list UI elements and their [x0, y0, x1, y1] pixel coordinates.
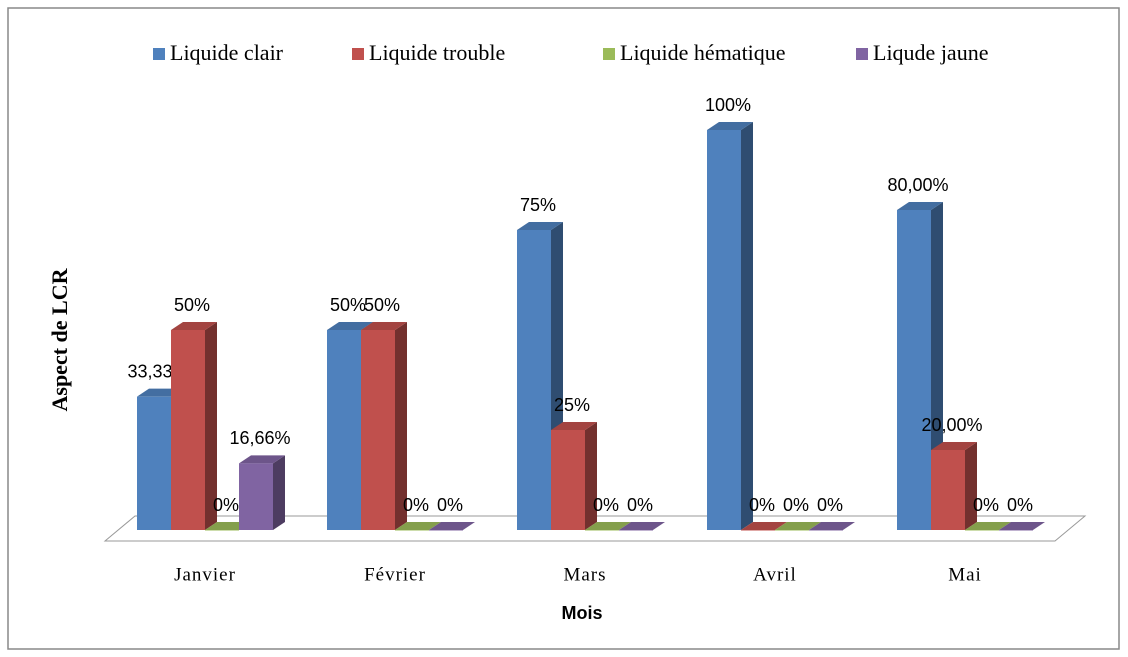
bar-front — [327, 330, 361, 530]
bar — [741, 522, 787, 531]
bar-side — [395, 322, 407, 530]
data-label: 0% — [437, 495, 463, 515]
bar-side — [205, 322, 217, 530]
legend-label: Liquide hématique — [620, 40, 786, 65]
bar — [395, 522, 441, 531]
bar-front — [897, 210, 931, 530]
bar-top — [429, 522, 475, 530]
bar — [171, 322, 217, 530]
legend-label: Liquide clair — [170, 40, 284, 65]
bar-front — [741, 530, 775, 531]
data-label: 20,00% — [921, 415, 982, 435]
bar-top — [361, 322, 407, 330]
bar-top — [551, 422, 597, 430]
data-label: 0% — [627, 495, 653, 515]
x-tick-label: Janvier — [174, 564, 236, 585]
bar-side — [585, 422, 597, 530]
legend-swatch — [153, 48, 165, 60]
bar-front — [429, 530, 463, 531]
bar — [619, 522, 665, 531]
data-label: 16,66% — [229, 428, 290, 448]
bar — [585, 522, 631, 531]
legend-swatch — [856, 48, 868, 60]
bar-top — [171, 322, 217, 330]
bar-front — [395, 530, 429, 531]
x-tick-label: Avril — [753, 564, 797, 585]
bar — [999, 522, 1045, 531]
data-label: 0% — [403, 495, 429, 515]
bar-front — [775, 530, 809, 531]
x-axis-title: Mois — [561, 603, 602, 623]
bar — [361, 322, 407, 530]
x-tick-label: Février — [364, 564, 426, 585]
bar-front — [619, 530, 653, 531]
x-tick-label: Mars — [563, 564, 606, 585]
data-label: 50% — [174, 295, 210, 315]
legend-label: Liqude jaune — [873, 40, 988, 65]
x-tick-label: Mai — [948, 564, 982, 585]
bar-front — [137, 396, 171, 530]
data-label: 0% — [973, 495, 999, 515]
legend-swatch — [352, 48, 364, 60]
bar-top — [327, 322, 373, 330]
data-label: 0% — [593, 495, 619, 515]
data-label: 75% — [520, 195, 556, 215]
data-label: 50% — [364, 295, 400, 315]
bar-front — [171, 330, 205, 530]
data-label: 0% — [783, 495, 809, 515]
bar — [931, 442, 977, 530]
bar-side — [741, 122, 753, 530]
bar-top — [395, 522, 441, 530]
bar — [429, 522, 475, 531]
bar-top — [517, 222, 563, 230]
bar-top — [897, 202, 943, 210]
bar — [707, 122, 753, 530]
bar — [775, 522, 821, 531]
data-label: 50% — [330, 295, 366, 315]
bar-front — [707, 130, 741, 530]
bar-front — [517, 230, 551, 530]
bar-top — [707, 122, 753, 130]
bar-front — [361, 330, 395, 530]
bar-top — [999, 522, 1045, 530]
bar-top — [741, 522, 787, 530]
data-label: 100% — [705, 95, 751, 115]
data-label: 0% — [749, 495, 775, 515]
bar-front — [809, 530, 843, 531]
bar-side — [273, 455, 285, 530]
bar — [965, 522, 1011, 531]
bar-top — [619, 522, 665, 530]
bar-top — [931, 442, 977, 450]
bar-front — [965, 530, 999, 531]
y-axis-title: Aspect de LCR — [47, 267, 72, 411]
bar-top — [965, 522, 1011, 530]
bar-top — [239, 455, 285, 464]
data-label: 25% — [554, 395, 590, 415]
bar-top — [775, 522, 821, 530]
legend-swatch — [603, 48, 615, 60]
bar-front — [205, 530, 239, 531]
bar-front — [239, 463, 273, 530]
data-label: 0% — [817, 495, 843, 515]
data-label: 0% — [1007, 495, 1033, 515]
bar-front — [931, 450, 965, 530]
bar — [239, 455, 285, 530]
bar — [809, 522, 855, 531]
bar-front — [999, 530, 1033, 531]
bar — [551, 422, 597, 530]
bar-front — [551, 430, 585, 530]
data-label: 80,00% — [887, 175, 948, 195]
bar-top — [585, 522, 631, 530]
bar-top — [809, 522, 855, 530]
bar-front — [585, 530, 619, 531]
data-label: 0% — [213, 495, 239, 515]
bar-side — [965, 442, 977, 530]
legend-label: Liquide trouble — [369, 40, 505, 65]
